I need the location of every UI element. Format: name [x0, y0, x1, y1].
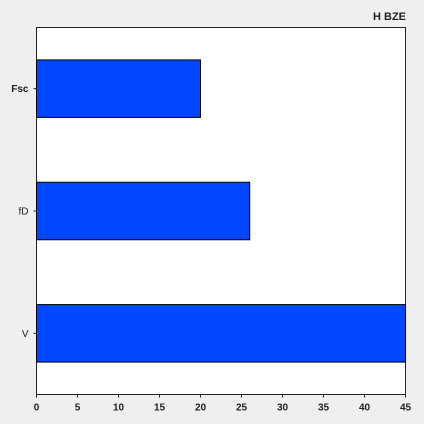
x-axis: 0 5 10 15 20 25 30 35 40 45 [34, 394, 412, 414]
x-tick-label: 20 [195, 403, 207, 414]
x-tick-label: 45 [400, 403, 412, 414]
bar-Fsc [36, 59, 201, 118]
x-tick-label: 15 [154, 403, 166, 414]
y-tick-label: V [22, 329, 29, 340]
x-tick-label: 40 [359, 403, 371, 414]
x-tick-label: 30 [277, 403, 289, 414]
x-tick-label: 35 [318, 403, 330, 414]
x-tick-label: 5 [75, 403, 81, 414]
y-axis: Fsc fD V [11, 84, 37, 340]
y-tick-label: fD [19, 207, 29, 218]
bar-V [36, 304, 406, 363]
y-tick-label: Fsc [11, 84, 29, 95]
bar-fD [36, 181, 251, 241]
x-tick-label: 25 [236, 403, 248, 414]
x-tick-label: 10 [113, 403, 125, 414]
x-tick-label: 0 [34, 403, 40, 414]
chart-title: H BZE [373, 11, 406, 23]
bars-group [36, 59, 406, 363]
